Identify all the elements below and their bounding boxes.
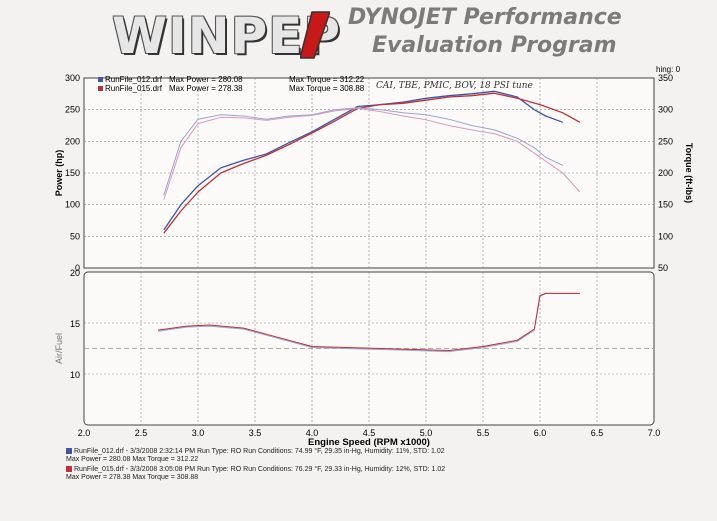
torque-axis-label: Torque (ft-lbs) [684, 143, 694, 203]
footer-run1-line1: RunFile_012.drf - 3/3/2008 2:32:14 PM Ru… [66, 448, 445, 456]
brand-title: DYNOJET Performance [348, 5, 622, 30]
legend-max-power: Max Power = 278.38 [169, 84, 243, 93]
torque-tick-label: 300 [658, 105, 673, 115]
legend-file: RunFile_015.drf [105, 84, 163, 93]
footer-run2-text: RunFile_015.drf - 3/3/2008 3:05:08 PM Ru… [74, 466, 446, 473]
torque-tick-label: 50 [658, 263, 668, 273]
power-tick-label: 100 [65, 200, 80, 210]
x-tick-label: 3.5 [249, 428, 262, 438]
power-tick-label: 150 [65, 168, 80, 178]
legend-max-torque: Max Torque = 312.22 [289, 75, 365, 84]
handwritten-annotation: CAI, TBE, PMIC, BOV, 18 PSI tune [376, 81, 533, 91]
x-tick-label: 6.0 [534, 428, 547, 438]
airfuel-tick-label: 20 [70, 268, 80, 278]
legend-swatch-icon [98, 77, 103, 82]
brand-subtitle: Evaluation Program [372, 33, 617, 58]
airfuel-axis-label: Air/Fuel [54, 333, 64, 364]
x-tick-label: 3.0 [192, 428, 205, 438]
power-axis-label: Power (hp) [54, 150, 64, 197]
airfuel-tick-label: 15 [70, 319, 80, 329]
torque-tick-label: 100 [658, 231, 673, 241]
footer-run1-text: RunFile_012.drf - 3/3/2008 2:32:14 PM Ru… [74, 448, 445, 455]
airfuel-tick-label: 10 [70, 370, 80, 380]
footer-run1-line2: Max Power = 280.08 Max Torque = 312.22 [66, 456, 199, 463]
x-tick-label: 6.5 [591, 428, 604, 438]
x-tick-label: 7.0 [648, 428, 661, 438]
torque-tick-label: 250 [658, 136, 673, 146]
power-tick-label: 250 [65, 105, 80, 115]
legend-file: RunFile_012.drf [105, 75, 163, 84]
legend-swatch-icon [98, 86, 103, 91]
logo-slash-icon [300, 11, 330, 59]
humidity-fragment-label: hing: 0 [656, 65, 681, 74]
x-tick-label: 2.5 [135, 428, 148, 438]
series-run2-airfuel [158, 292, 580, 351]
x-axis-label: Engine Speed (RPM x1000) [308, 437, 430, 448]
x-tick-label: 5.0 [420, 428, 433, 438]
power-tick-label: 300 [65, 73, 80, 83]
x-tick-label: 2.0 [78, 428, 91, 438]
series-run1-torque [163, 107, 564, 196]
x-tick-label: 4.0 [306, 428, 319, 438]
legend-max-power: Max Power = 280.08 [169, 75, 243, 84]
torque-tick-label: 350 [658, 73, 673, 83]
run1-swatch-icon [66, 448, 72, 455]
legend-max-torque: Max Torque = 308.88 [289, 84, 365, 93]
footer-run2-line2: Max Power = 278.38 Max Torque = 308.88 [66, 474, 199, 481]
series-run1-power [163, 90, 564, 231]
power-tick-label: 200 [65, 136, 80, 146]
series-run2-torque [163, 107, 581, 200]
footer-run2-line1: RunFile_015.drf - 3/3/2008 3:05:08 PM Ru… [66, 466, 445, 474]
torque-tick-label: 150 [658, 200, 673, 210]
torque-tick-label: 200 [658, 168, 673, 178]
power-tick-label: 50 [70, 231, 80, 241]
header: WINPEP DYNOJET Performance Evaluation Pr… [0, 0, 717, 70]
series-run2-power [163, 92, 581, 234]
x-tick-label: 5.5 [477, 428, 490, 438]
x-tick-label: 4.5 [363, 428, 376, 438]
run2-swatch-icon [66, 466, 72, 473]
power-tick-label: 0 [75, 263, 80, 273]
